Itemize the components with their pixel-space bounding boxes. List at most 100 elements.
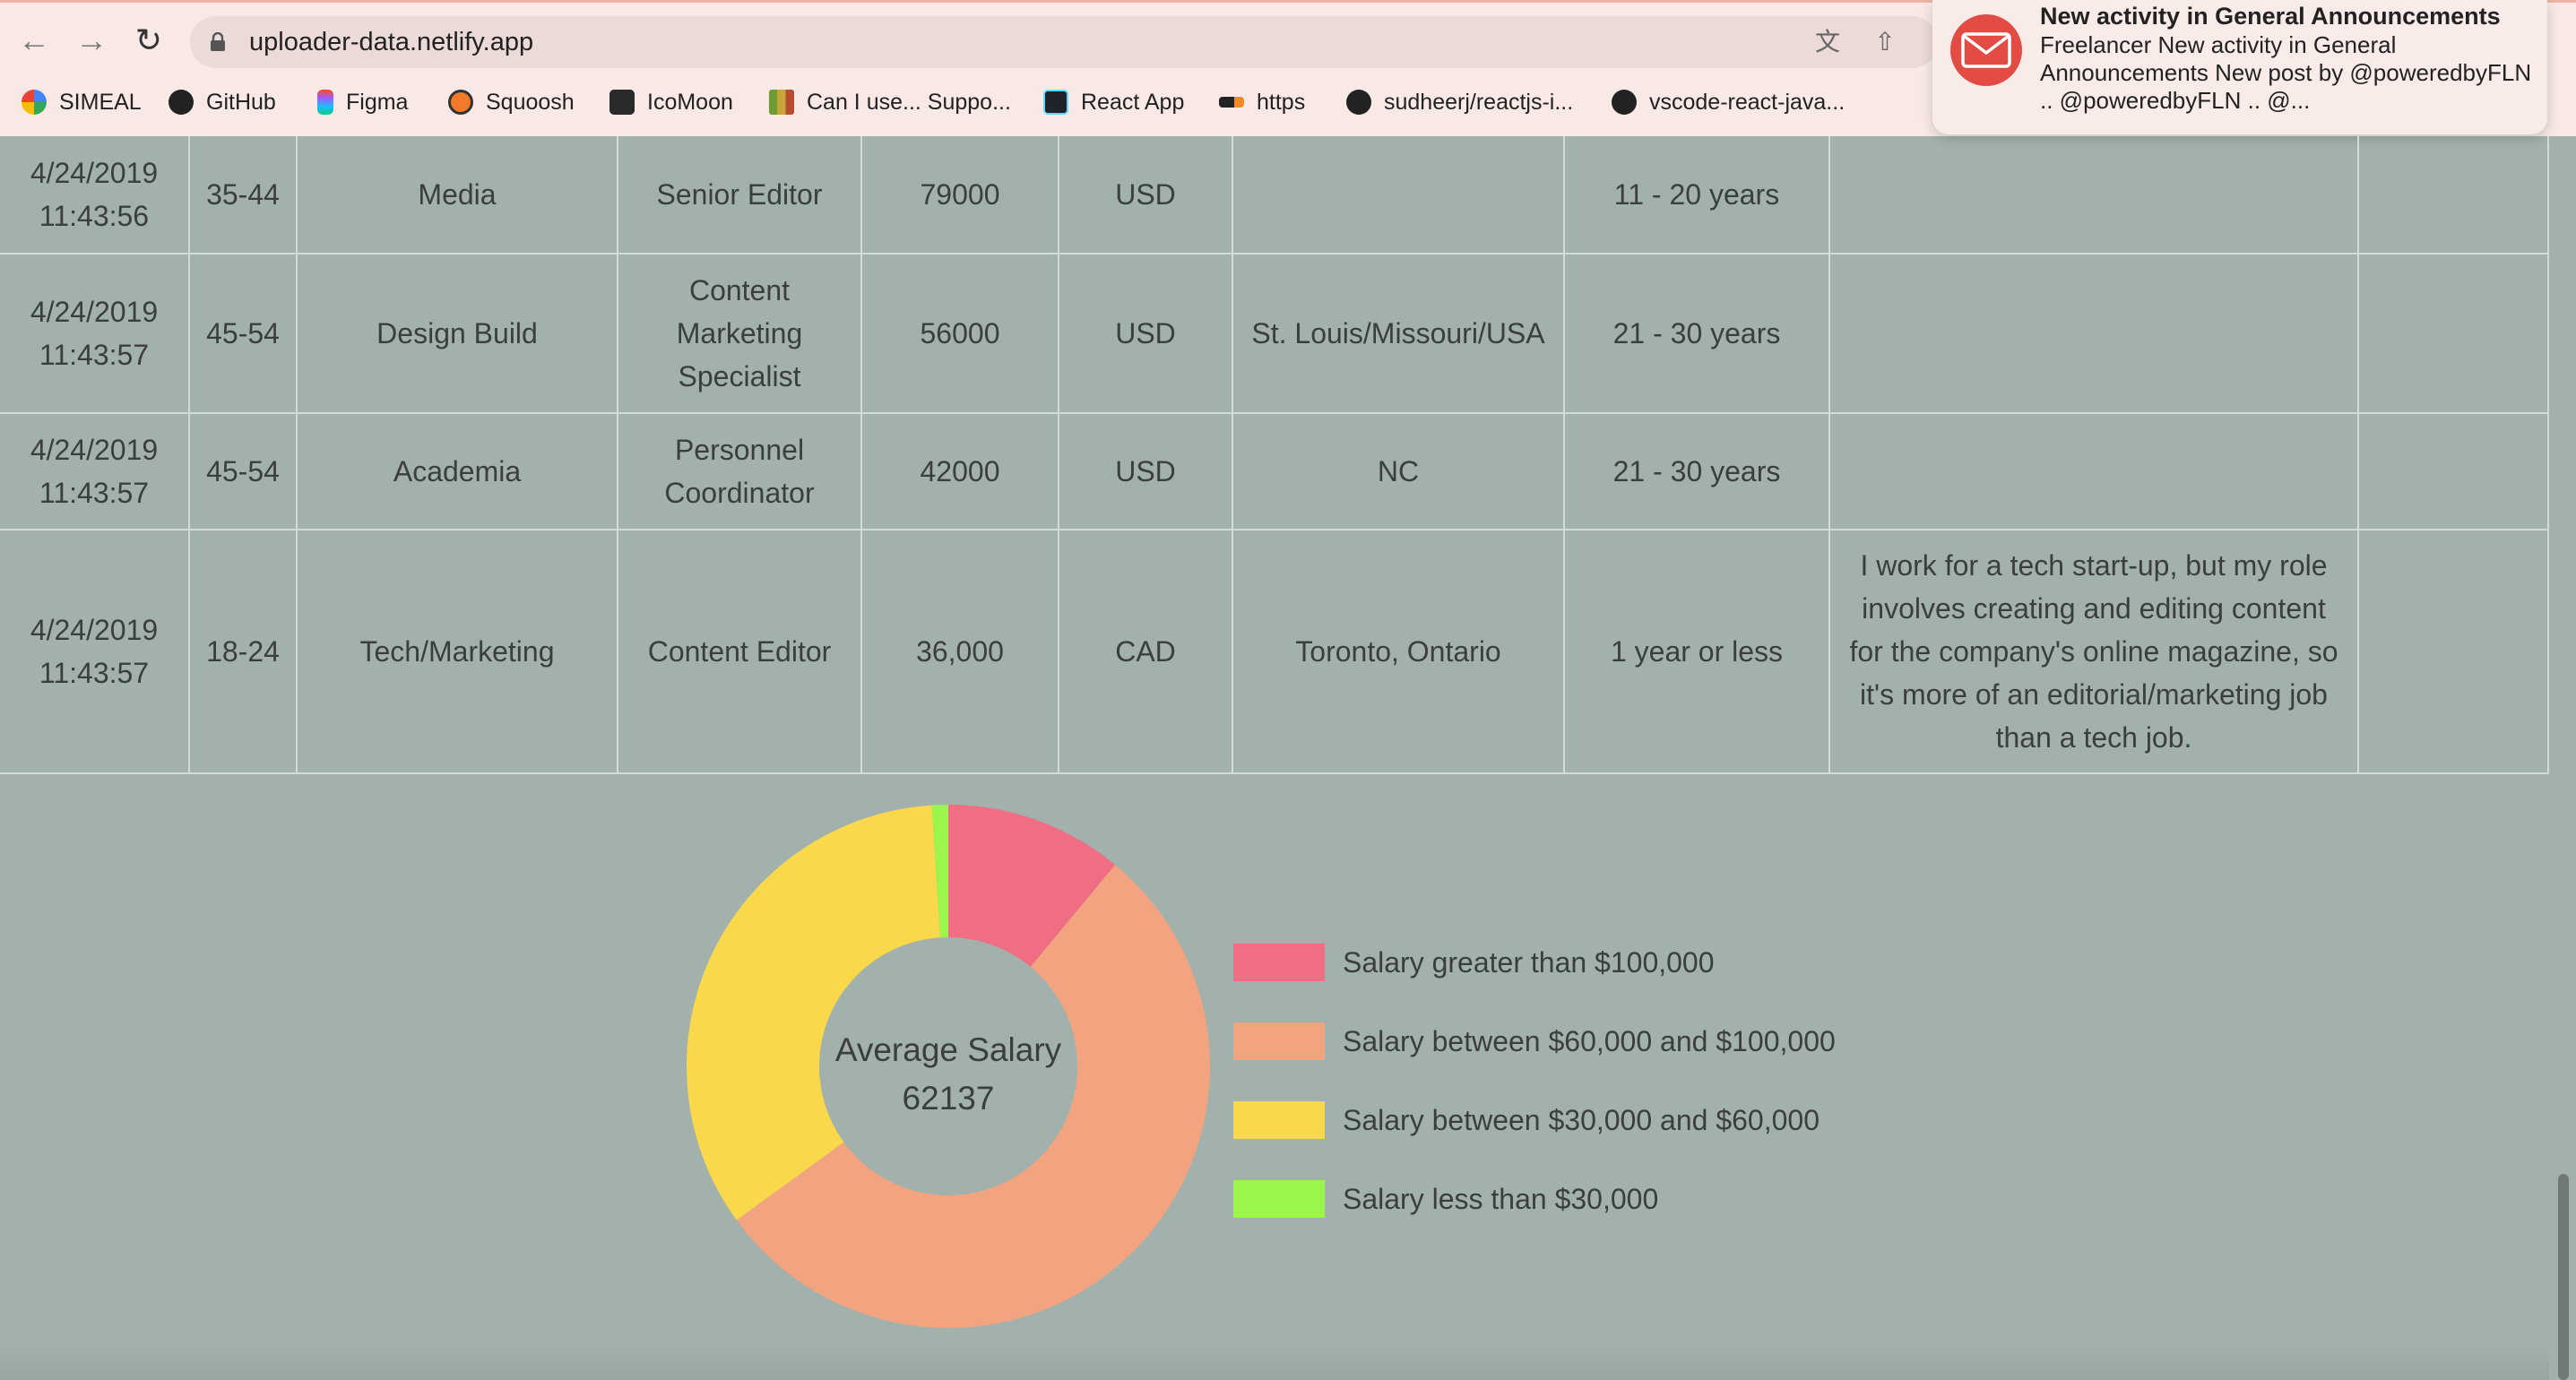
legend-swatch [1233, 1022, 1325, 1060]
bookmark-https[interactable]: https [1219, 81, 1305, 124]
currency-cell: USD [1059, 254, 1233, 412]
figma-icon [317, 90, 333, 115]
notification-title: New activity in General Announcements [2040, 3, 2501, 30]
translate-icon[interactable]: 文 [1814, 28, 1840, 56]
extra-cell [2359, 136, 2549, 253]
table-row: 4/24/2019 11:43:57 45-54 Design Build Co… [0, 254, 2549, 414]
salary-donut-chart: Average Salary 62137 Salary greater than… [0, 789, 2549, 1380]
legend-item-over-100k[interactable]: Salary greater than $100,000 [1233, 943, 1715, 982]
notes-cell: I work for a tech start-up, but my role … [1830, 530, 2359, 772]
donut-svg: Average Salary 62137 [687, 805, 1210, 1328]
job-title-cell: Content Editor [618, 530, 862, 772]
bookmark-react-app[interactable]: React App [1043, 81, 1184, 124]
bookmark-label: React App [1081, 89, 1185, 115]
notification-body: Freelancer New activity in General Annou… [2040, 31, 2532, 114]
caniuse-icon [769, 90, 794, 115]
timestamp-cell: 4/24/2019 11:43:57 [0, 414, 190, 529]
notes-cell [1830, 136, 2359, 253]
address-bar[interactable]: uploader-data.netlify.app 文 ⇧ [190, 16, 1938, 68]
experience-cell: 1 year or less [1565, 530, 1830, 772]
experience-cell: 21 - 30 years [1565, 414, 1830, 529]
industry-cell: Academia [298, 414, 618, 529]
squoosh-icon [448, 90, 473, 115]
legend-label: Salary greater than $100,000 [1343, 945, 1715, 979]
legend-item-under-30k[interactable]: Salary less than $30,000 [1233, 1179, 1658, 1219]
github-icon [1346, 90, 1371, 115]
table-row: 4/24/2019 11:43:56 35-44 Media Senior Ed… [0, 136, 2549, 254]
industry-cell: Media [298, 136, 618, 253]
donut-slice-2[interactable] [736, 865, 1210, 1328]
bookmark-label: Squoosh [486, 89, 575, 115]
timestamp-cell: 4/24/2019 11:43:57 [0, 254, 190, 412]
donut-slice-3[interactable] [687, 805, 940, 1220]
bookmark-label: Figma [346, 89, 409, 115]
reload-button[interactable]: ↻ [134, 22, 163, 58]
experience-cell: 11 - 20 years [1565, 136, 1830, 253]
location-cell: St. Louis/Missouri/USA [1233, 254, 1565, 412]
scrollbar-track[interactable] [2553, 136, 2576, 1380]
github-icon [169, 90, 194, 115]
donut-slice-4[interactable] [931, 805, 948, 938]
salary-cell: 36,000 [862, 530, 1059, 772]
bookmark-sudheerj[interactable]: sudheerj/reactjs-i... [1346, 81, 1573, 124]
share-icon[interactable]: ⇧ [1874, 28, 1896, 56]
age-cell: 18-24 [190, 530, 298, 772]
location-cell: Toronto, Ontario [1233, 530, 1565, 772]
legend-swatch [1233, 1180, 1325, 1218]
job-title-cell: Content Marketing Specialist [618, 254, 862, 412]
url-text: uploader-data.netlify.app [249, 28, 534, 56]
simeal-icon [22, 90, 47, 115]
timestamp-cell: 4/24/2019 11:43:57 [0, 530, 190, 772]
age-cell: 45-54 [190, 254, 298, 412]
age-cell: 35-44 [190, 136, 298, 253]
mail-icon [1950, 14, 2022, 86]
bookmark-icomoon[interactable]: IcoMoon [609, 81, 733, 124]
legend-item-30k-60k[interactable]: Salary between $30,000 and $60,000 [1233, 1100, 1820, 1140]
donut-slice-1[interactable] [948, 805, 1116, 968]
notes-cell [1830, 414, 2359, 529]
icomoon-icon [609, 90, 635, 115]
bookmark-label: sudheerj/reactjs-i... [1384, 89, 1574, 115]
legend-label: Salary between $60,000 and $100,000 [1343, 1024, 1836, 1057]
bookmark-figma[interactable]: Figma [317, 81, 408, 124]
salary-cell: 56000 [862, 254, 1059, 412]
forward-button[interactable]: → [75, 22, 108, 58]
table-row: 4/24/2019 11:43:57 18-24 Tech/Marketing … [0, 530, 2549, 774]
bookmark-label: IcoMoon [647, 89, 733, 115]
timestamp-cell: 4/24/2019 11:43:56 [0, 136, 190, 253]
job-title-cell: Senior Editor [618, 136, 862, 253]
bookmark-vscode-react[interactable]: vscode-react-java... [1612, 81, 1845, 124]
experience-cell: 21 - 30 years [1565, 254, 1830, 412]
bookmark-label: GitHub [206, 89, 276, 115]
bookmark-caniuse[interactable]: Can I use... Suppo... [769, 81, 1011, 124]
location-cell [1233, 136, 1565, 253]
location-cell: NC [1233, 414, 1565, 529]
notes-cell [1830, 254, 2359, 412]
back-button[interactable]: ← [18, 22, 50, 58]
job-title-cell: Personnel Coordinator [618, 414, 862, 529]
bookmark-simeal[interactable]: SIMEAL [22, 81, 142, 124]
chart-center-title: Average Salary [835, 1031, 1062, 1068]
link-icon [1219, 97, 1244, 108]
extra-cell [2359, 530, 2549, 772]
legend-label: Salary less than $30,000 [1343, 1182, 1659, 1215]
age-cell: 45-54 [190, 414, 298, 529]
bookmark-squoosh[interactable]: Squoosh [448, 81, 575, 124]
bookmark-label: vscode-react-java... [1649, 89, 1846, 115]
extra-cell [2359, 254, 2549, 412]
bookmark-label: https [1257, 89, 1306, 115]
extra-cell [2359, 414, 2549, 529]
currency-cell: USD [1059, 136, 1233, 253]
chart-center-value: 62137 [903, 1080, 995, 1117]
notification-popup[interactable]: New activity in General Announcements Fr… [1932, 0, 2547, 134]
legend-item-60k-100k[interactable]: Salary between $60,000 and $100,000 [1233, 1022, 1836, 1061]
lock-icon [211, 32, 225, 51]
legend-swatch [1233, 944, 1325, 981]
legend-swatch [1233, 1101, 1325, 1139]
currency-cell: USD [1059, 414, 1233, 529]
scrollbar-thumb[interactable] [2558, 1174, 2569, 1380]
industry-cell: Tech/Marketing [298, 530, 618, 772]
page-bottom-edge [0, 1344, 2549, 1380]
bookmark-github[interactable]: GitHub [169, 81, 276, 124]
react-icon [1043, 90, 1068, 115]
